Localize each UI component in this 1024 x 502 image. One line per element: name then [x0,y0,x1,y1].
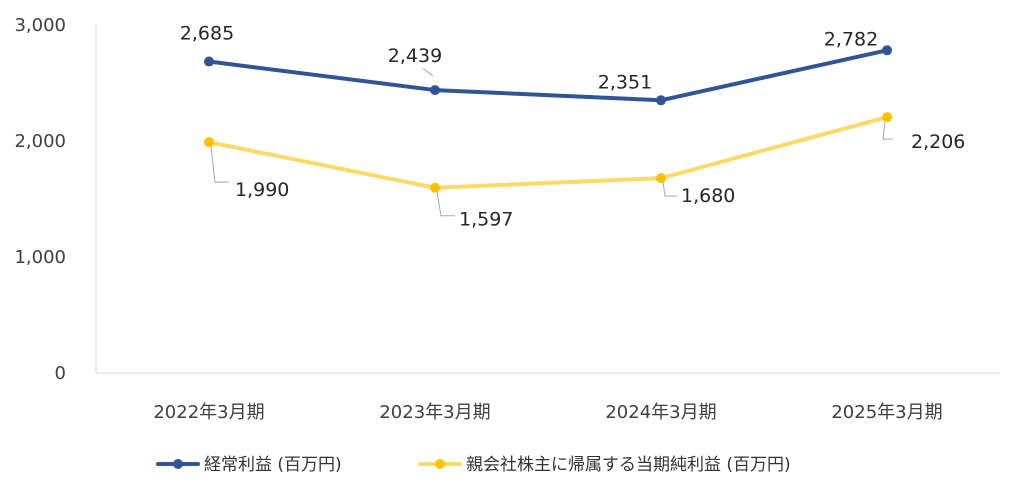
y-tick-label: 3,000 [14,15,66,36]
data-label: 1,597 [459,209,513,231]
data-point [430,182,440,193]
series-1: 2,685 2,439 2,351 2,782 [180,23,892,106]
data-label-leader [210,146,229,183]
series-layer: 2,685 2,439 2,351 2,782 1,990 1,597 1,680 2,206 [180,23,966,231]
data-label-leader [662,182,677,197]
data-point [204,56,214,67]
data-label-leader [422,67,434,77]
legend-label: 親会社株主に帰属する当期純利益 (百万円) [466,455,791,475]
data-point [656,95,666,106]
x-tick-label: 2022年3月期 [153,402,264,423]
data-label: 2,351 [598,71,652,93]
data-label: 2,206 [911,131,965,153]
data-point [656,173,666,184]
data-point [882,112,892,123]
y-axis-ticks: 0 1,000 2,000 3,000 [14,15,66,384]
x-tick-label: 2025年3月期 [831,402,942,423]
x-axis-ticks: 2022年3月期 2023年3月期 2024年3月期 2025年3月期 [153,402,942,423]
legend-label: 経常利益 (百万円) [204,455,342,475]
legend-marker [435,459,445,469]
y-tick-label: 2,000 [14,131,66,152]
series-line [207,115,889,190]
data-point [430,85,440,96]
data-label-leader [436,191,455,217]
y-tick-label: 0 [55,363,66,384]
data-label: 2,439 [388,45,442,67]
data-label: 1,680 [681,185,735,207]
y-tick-label: 1,000 [14,247,66,268]
data-label-leader [882,121,893,140]
data-point [882,45,892,56]
series-line [207,48,889,103]
data-label: 1,990 [235,179,289,201]
data-label: 2,782 [824,28,878,50]
x-tick-label: 2023年3月期 [379,402,490,423]
legend-item-2: 親会社株主に帰属する当期純利益 (百万円) [418,455,791,475]
series-2: 1,990 1,597 1,680 2,206 [204,112,965,231]
x-tick-label: 2024年3月期 [605,402,716,423]
legend-marker [173,459,183,469]
data-label: 2,685 [180,23,234,45]
legend-item-1: 経常利益 (百万円) [156,455,342,475]
legend: 経常利益 (百万円) 親会社株主に帰属する当期純利益 (百万円) [156,455,791,475]
data-point [204,137,214,148]
